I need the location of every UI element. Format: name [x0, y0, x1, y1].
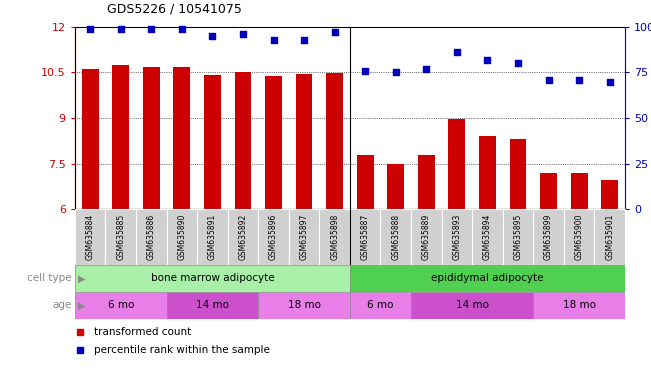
Point — [421, 66, 432, 72]
Bar — [387, 164, 404, 209]
Text: epididymal adipocyte: epididymal adipocyte — [431, 273, 544, 283]
Bar — [258, 292, 350, 319]
Point — [238, 31, 248, 37]
Bar — [564, 209, 594, 265]
Bar — [380, 209, 411, 265]
Point — [299, 36, 309, 43]
Text: GSM635893: GSM635893 — [452, 214, 462, 260]
Bar — [113, 66, 129, 209]
Bar — [571, 173, 587, 209]
Text: bone marrow adipocyte: bone marrow adipocyte — [150, 273, 274, 283]
Bar — [350, 292, 411, 319]
Text: GSM635897: GSM635897 — [299, 214, 309, 260]
Point — [391, 70, 401, 76]
Bar — [75, 292, 167, 319]
Bar — [173, 67, 190, 209]
Text: GSM635899: GSM635899 — [544, 214, 553, 260]
Text: GSM635887: GSM635887 — [361, 214, 370, 260]
Bar — [258, 209, 289, 265]
Text: GSM635891: GSM635891 — [208, 214, 217, 260]
Bar — [411, 209, 441, 265]
Text: 6 mo: 6 mo — [107, 300, 134, 310]
Bar — [167, 209, 197, 265]
Bar — [602, 180, 618, 209]
Text: GSM635890: GSM635890 — [177, 214, 186, 260]
Text: GSM635895: GSM635895 — [514, 214, 523, 260]
Point — [360, 68, 370, 74]
Point — [176, 26, 187, 32]
Point — [268, 36, 279, 43]
Point — [207, 33, 217, 39]
Text: GSM635894: GSM635894 — [483, 214, 492, 260]
Bar — [449, 119, 465, 209]
Text: 6 mo: 6 mo — [367, 300, 394, 310]
Bar — [320, 209, 350, 265]
Bar — [167, 292, 258, 319]
Bar — [82, 68, 98, 209]
Point — [452, 50, 462, 56]
Bar — [204, 75, 221, 209]
Bar — [472, 209, 503, 265]
Bar — [418, 155, 435, 209]
Bar — [357, 155, 374, 209]
Bar — [289, 209, 320, 265]
Bar — [234, 72, 251, 209]
Point — [85, 26, 95, 32]
Point — [482, 56, 493, 63]
Bar — [265, 76, 282, 209]
Bar — [533, 209, 564, 265]
Text: GSM635900: GSM635900 — [575, 214, 583, 260]
Text: 18 mo: 18 mo — [562, 300, 596, 310]
Bar — [228, 209, 258, 265]
Point — [513, 60, 523, 66]
Text: GSM635888: GSM635888 — [391, 214, 400, 260]
Text: 14 mo: 14 mo — [456, 300, 489, 310]
Bar — [296, 74, 312, 209]
Text: GSM635885: GSM635885 — [117, 214, 125, 260]
Text: percentile rank within the sample: percentile rank within the sample — [94, 344, 270, 354]
Bar — [533, 292, 625, 319]
Point — [544, 77, 554, 83]
Text: cell type: cell type — [27, 273, 72, 283]
Text: 14 mo: 14 mo — [196, 300, 229, 310]
Bar — [350, 265, 625, 292]
Bar — [75, 209, 105, 265]
Bar — [540, 173, 557, 209]
Bar — [75, 265, 350, 292]
Text: GSM635898: GSM635898 — [330, 214, 339, 260]
Bar — [136, 209, 167, 265]
Bar — [441, 209, 472, 265]
Point — [605, 79, 615, 85]
Bar — [411, 292, 533, 319]
Text: GSM635889: GSM635889 — [422, 214, 431, 260]
Text: GSM635892: GSM635892 — [238, 214, 247, 260]
Bar — [503, 209, 533, 265]
Bar — [594, 209, 625, 265]
Text: transformed count: transformed count — [94, 327, 191, 337]
Point — [574, 77, 585, 83]
Bar — [105, 209, 136, 265]
Text: ▶: ▶ — [78, 273, 86, 283]
Point — [146, 26, 156, 32]
Text: age: age — [52, 300, 72, 310]
Bar — [350, 209, 380, 265]
Text: GSM635896: GSM635896 — [269, 214, 278, 260]
Bar — [326, 73, 343, 209]
Point — [329, 29, 340, 35]
Text: GDS5226 / 10541075: GDS5226 / 10541075 — [107, 2, 242, 15]
Text: GSM635886: GSM635886 — [146, 214, 156, 260]
Bar — [510, 139, 527, 209]
Text: GSM635884: GSM635884 — [86, 214, 94, 260]
Bar — [479, 136, 496, 209]
Bar — [143, 67, 159, 209]
Bar — [197, 209, 228, 265]
Text: 18 mo: 18 mo — [288, 300, 320, 310]
Point — [115, 26, 126, 32]
Text: GSM635901: GSM635901 — [605, 214, 614, 260]
Text: ▶: ▶ — [78, 300, 86, 310]
